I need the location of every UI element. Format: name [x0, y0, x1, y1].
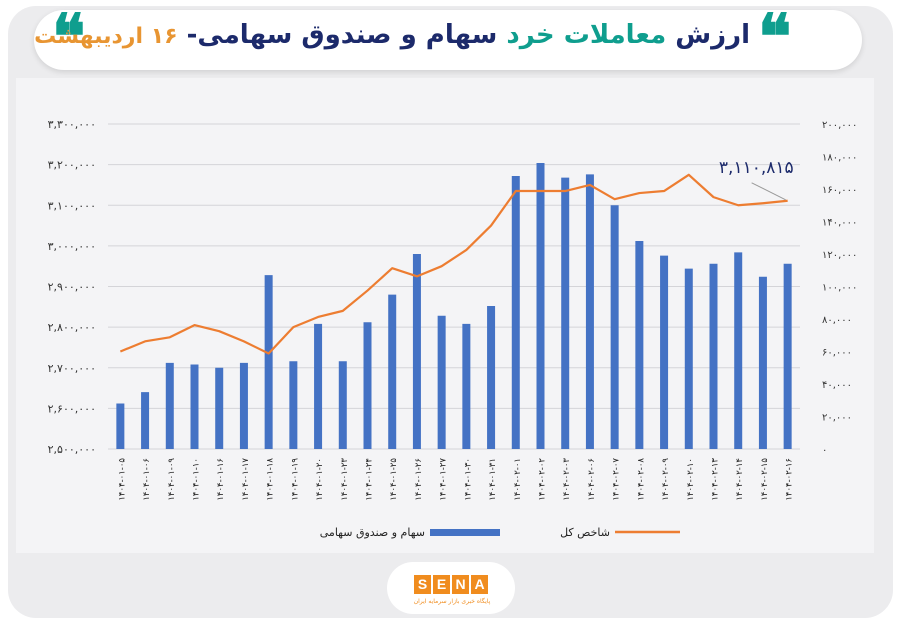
legend-swatch-bar — [430, 529, 500, 536]
y-right-tick-label: ۶۰,۰۰۰ — [822, 348, 852, 359]
bar — [536, 163, 545, 449]
x-tick-label: ۱۴۰۴-۰۱-۲۰ — [315, 458, 325, 501]
y-left-tick-label: ۲,۹۰۰,۰۰۰ — [48, 281, 96, 294]
bar — [412, 254, 421, 449]
bar — [610, 205, 619, 449]
y-right-tick-label: ۴۰,۰۰۰ — [822, 380, 852, 391]
bar — [363, 322, 372, 449]
title-part-2: سهام و صندوق سهامی- — [186, 20, 498, 50]
bar — [684, 268, 693, 449]
x-tick-label: ۱۴۰۴-۰۲-۰۲ — [538, 458, 548, 501]
x-tick-label: ۱۴۰۴-۰۲-۱۴ — [735, 458, 745, 501]
x-tick-label: ۱۴۰۴-۰۲-۰۶ — [587, 458, 597, 501]
x-tick-label: ۱۴۰۴-۰۱-۰۶ — [142, 458, 152, 501]
logo-letter: E — [433, 575, 450, 594]
y-left-tick-label: ۲,۸۰۰,۰۰۰ — [48, 321, 96, 334]
x-tick-label: ۱۴۰۴-۰۱-۲۷ — [439, 458, 449, 501]
bar — [338, 361, 347, 449]
y-left-tick-label: ۳,۲۰۰,۰۰۰ — [48, 159, 96, 172]
x-tick-label: ۱۴۰۴-۰۲-۱۵ — [760, 458, 770, 501]
y-right-tick-label: ۱۰۰,۰۰۰ — [822, 283, 857, 294]
x-tick-label: ۱۴۰۴-۰۱-۱۹ — [290, 458, 300, 501]
bar — [289, 361, 298, 449]
x-tick-label: ۱۴۰۴-۰۱-۰۵ — [117, 458, 127, 501]
x-tick-label: ۱۴۰۴-۰۲-۰۳ — [562, 458, 572, 501]
bar — [758, 276, 767, 449]
bar — [239, 362, 248, 449]
title-part-1: ارزش — [675, 20, 750, 50]
logo-tagline: پایگاه خبری بازار سرمایه ایران — [413, 598, 491, 605]
y-left-tick-label: ۳,۰۰۰,۰۰۰ — [48, 240, 96, 253]
bar — [314, 323, 323, 449]
y-left-tick-label: ۲,۵۰۰,۰۰۰ — [48, 443, 96, 456]
y-left-tick-label: ۳,۳۰۰,۰۰۰ — [48, 118, 96, 131]
x-tick-label: ۱۴۰۴-۰۲-۰۱ — [513, 458, 523, 501]
quote-mark-right-icon: ❝ — [758, 0, 792, 73]
x-tick-label: ۱۴۰۴-۰۲-۰۷ — [612, 458, 622, 501]
x-tick-label: ۱۴۰۴-۰۲-۱۳ — [711, 458, 721, 501]
y-right-tick-label: ۲۰,۰۰۰ — [822, 413, 852, 424]
page-title: ارزش معاملات خرد سهام و صندوق سهامی- ۱۶ … — [34, 20, 750, 50]
title-date: ۱۶ اردیبهشت — [34, 24, 178, 49]
plot-panel — [16, 78, 874, 553]
bar — [437, 315, 446, 449]
annotation-leader — [751, 182, 786, 201]
x-tick-label: ۱۴۰۴-۰۲-۰۹ — [661, 458, 671, 501]
x-tick-label: ۱۴۰۴-۰۱-۱۶ — [216, 458, 226, 501]
y-left-tick-label: ۲,۷۰۰,۰۰۰ — [48, 362, 96, 375]
bar — [511, 176, 520, 449]
x-tick-label: ۱۴۰۴-۰۱-۰۹ — [167, 458, 177, 501]
bar — [561, 177, 570, 449]
y-right-tick-label: ۱۴۰,۰۰۰ — [822, 218, 857, 229]
x-tick-label: ۱۴۰۴-۰۲-۰۸ — [636, 458, 646, 501]
y-right-tick-label: ۱۸۰,۰۰۰ — [822, 153, 857, 164]
legend-label-line: شاخص کل — [560, 526, 610, 539]
bar — [388, 294, 397, 449]
x-tick-label: ۱۴۰۴-۰۱-۲۳ — [340, 458, 350, 501]
bar — [585, 174, 594, 449]
title-accent: معاملات خرد — [506, 20, 667, 50]
x-tick-label: ۱۴۰۴-۰۱-۲۴ — [365, 458, 375, 501]
y-right-tick-label: ۸۰,۰۰۰ — [822, 315, 852, 326]
bar — [141, 392, 150, 449]
y-right-tick-label: ۰ — [822, 445, 827, 456]
bar — [190, 364, 199, 449]
bar — [462, 323, 471, 449]
bar — [264, 275, 273, 449]
logo-letter: A — [471, 575, 488, 594]
bar — [660, 255, 669, 449]
x-tick-label: ۱۴۰۴-۰۱-۱۸ — [266, 458, 276, 501]
logo-badge — [387, 562, 515, 614]
bar — [215, 367, 224, 449]
y-right-tick-label: ۱۲۰,۰۰۰ — [822, 250, 857, 261]
bar — [709, 263, 718, 449]
x-tick-label: ۱۴۰۴-۰۱-۲۶ — [414, 458, 424, 501]
x-tick-label: ۱۴۰۴-۰۱-۱۰ — [192, 458, 202, 501]
y-left-tick-label: ۳,۱۰۰,۰۰۰ — [48, 199, 96, 212]
logo-letter: N — [452, 575, 469, 594]
y-left-tick-label: ۲,۶۰۰,۰۰۰ — [48, 402, 96, 415]
bar — [635, 241, 644, 449]
x-tick-label: ۱۴۰۴-۰۲-۱۰ — [686, 458, 696, 501]
bar — [116, 403, 125, 449]
x-tick-label: ۱۴۰۴-۰۱-۳۱ — [488, 458, 498, 501]
index-line — [119, 173, 788, 355]
bar — [165, 362, 174, 449]
bar — [783, 263, 792, 449]
annotation-value: ۳,۱۱۰,۸۱۵ — [719, 158, 794, 178]
x-tick-label: ۱۴۰۴-۰۱-۲۵ — [389, 458, 399, 501]
legend-label-bar: سهام و صندوق سهامی — [320, 526, 425, 539]
quote-mark-left-icon: ❝ — [52, 0, 86, 73]
y-right-tick-label: ۱۶۰,۰۰۰ — [822, 185, 857, 196]
x-tick-label: ۱۴۰۴-۰۱-۳۰ — [463, 458, 473, 501]
x-tick-label: ۱۴۰۴-۰۲-۱۶ — [785, 458, 795, 501]
x-tick-label: ۱۴۰۴-۰۱-۱۷ — [241, 458, 251, 501]
y-right-tick-label: ۲۰۰,۰۰۰ — [822, 120, 857, 131]
bar — [734, 252, 743, 449]
title-banner — [34, 10, 862, 70]
bar — [487, 306, 496, 449]
logo-letter: S — [414, 575, 431, 594]
